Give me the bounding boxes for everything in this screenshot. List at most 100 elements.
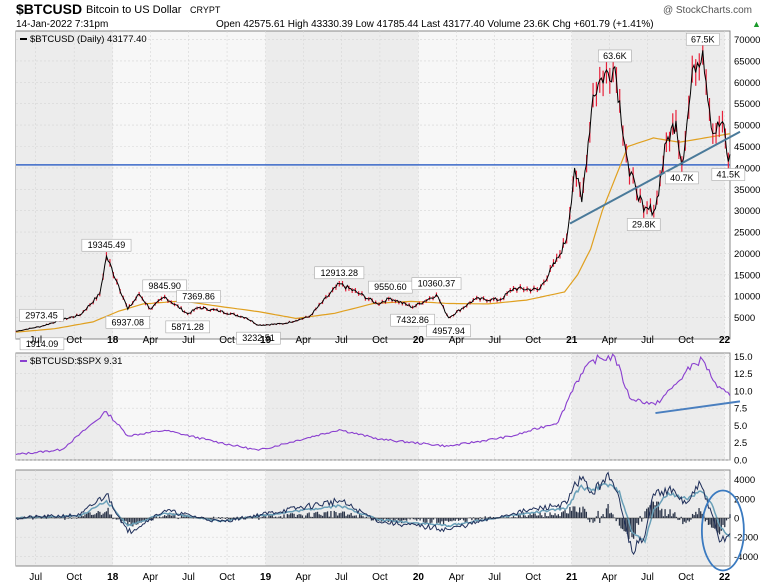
bottom-xtick: Oct: [678, 572, 694, 583]
ratio-panel-xtick: Apr: [602, 335, 618, 346]
bottom-xtick: Oct: [219, 572, 235, 583]
bottom-xtick: Jul: [29, 572, 42, 583]
annotation-box: [165, 320, 210, 334]
price-year-shade: [16, 31, 113, 339]
bottom-xtick: Oct: [66, 572, 82, 583]
bottom-xtick: Apr: [602, 572, 618, 583]
ratio-panel-xtick: 21: [566, 335, 578, 346]
annotation-box: [236, 331, 281, 345]
price-ytick-label: 50000: [734, 121, 760, 132]
bottom-xtick: 18: [107, 572, 119, 583]
bottom-xtick: 20: [413, 572, 425, 583]
price-ytick-label: 40000: [734, 163, 760, 174]
ratio-panel-xtick: Oct: [678, 335, 694, 346]
price-panel: 5000100001500020000250003000035000400004…: [15, 30, 760, 351]
annotation-label: 19345.49: [88, 240, 126, 250]
ratio-panel-xtick: Jul: [488, 335, 501, 346]
annotation-box: [411, 277, 462, 290]
price-ytick-label: 60000: [734, 78, 760, 89]
price-ytick-label: 35000: [734, 185, 760, 196]
symbol-name: Bitcoin to US Dollar: [86, 4, 182, 16]
price-trendline: [569, 130, 741, 225]
bottom-xtick: Jul: [182, 572, 195, 583]
ratio-panel-xtick: Apr: [295, 335, 311, 346]
price-year-shade: [571, 31, 725, 339]
annotation-box: [142, 279, 187, 293]
ratio-ytick-label: 7.5: [734, 404, 747, 415]
annotation-label: 6937.08: [112, 317, 145, 327]
annotation-label: 9845.90: [148, 281, 181, 291]
price-line: [15, 50, 731, 332]
ratio-panel-xtick: Apr: [449, 335, 465, 346]
price-ytick-label: 25000: [734, 228, 760, 239]
ratio-ytick-label: 5.0: [734, 421, 747, 432]
ratio-ytick-label: 10.0: [734, 386, 753, 397]
date-label: 14-Jan-2022 7:31pm: [16, 19, 108, 30]
annotation-box: [665, 171, 699, 185]
bottom-xtick: Oct: [525, 572, 541, 583]
annotation-box: [314, 266, 365, 280]
annotation-label: 67.5K: [691, 34, 715, 44]
ratio-panel-xtick: Oct: [219, 335, 235, 346]
price-ytick-label: 20000: [734, 249, 760, 260]
annotation-box: [390, 313, 435, 327]
bottom-xtick: Jul: [488, 572, 501, 583]
bottom-xtick: Apr: [449, 572, 465, 583]
ratio-line: [15, 353, 731, 456]
moving-average-line: [15, 133, 731, 333]
annotation-label: 4957.94: [432, 326, 465, 336]
price-ytick-label: 10000: [734, 292, 760, 303]
ratio-panel-xtick: Jul: [335, 335, 348, 346]
ratio-panel-xtick: 22: [719, 335, 731, 346]
macd-ytick-label: 0: [734, 514, 739, 525]
macd-panel: -4000 -2000 0 2000 4000: [15, 469, 758, 572]
annotation-label: 29.8K: [632, 220, 656, 230]
bottom-xtick: Jul: [335, 572, 348, 583]
annotation-box: [626, 218, 661, 231]
ratio-panel-xtick: Jul: [641, 335, 654, 346]
ratio-ytick-label: 0.0: [734, 456, 747, 467]
price-legend: $BTCUSD (Daily) 43177.40: [30, 34, 147, 45]
copyright: @ StockCharts.com: [663, 5, 752, 16]
bottom-xtick: 19: [260, 572, 272, 583]
price-ytick-label: 5000: [734, 313, 755, 324]
ohlc-readout: Open 42575.61 High 43330.39 Low 41785.44…: [216, 19, 654, 30]
ratio-ytick-label: 15.0: [734, 352, 753, 363]
ratio-ytick-label: 2.5: [734, 438, 747, 449]
bottom-xtick: Jul: [641, 572, 654, 583]
price-ytick-label: 55000: [734, 99, 760, 110]
annotation-label: 12913.28: [321, 268, 359, 278]
annotation-label: 41.5K: [717, 169, 741, 179]
ratio-panel-xtick: 18: [107, 335, 119, 346]
exchange-label: CRYPT: [190, 5, 221, 15]
annotation-box: [711, 168, 746, 181]
ratio-trendline: [655, 400, 741, 415]
ratio-panel-xtick: 20: [413, 335, 425, 346]
annotation-label: 7369.86: [182, 291, 215, 301]
macd-ytick-label: -4000: [734, 552, 758, 563]
macd-ytick-label: 4000: [734, 475, 755, 486]
price-ytick-label: 15000: [734, 270, 760, 281]
annotation-box: [105, 316, 151, 329]
annotation-box: [176, 290, 221, 303]
annotation-label: 40.7K: [670, 173, 694, 183]
bottom-xtick: Apr: [143, 572, 159, 583]
symbol-title: $BTCUSD: [16, 1, 82, 17]
annotation-box: [19, 308, 64, 322]
ratio-panel-xtick: Jul: [182, 335, 195, 346]
highlight-circle: [700, 489, 745, 572]
ratio-legend: $BTCUSD:$SPX 9.31: [30, 356, 122, 367]
ratio-panel-xtick: Oct: [66, 335, 82, 346]
annotation-box: [685, 32, 720, 46]
annotation-label: 7432.86: [396, 315, 429, 325]
ratio-panel-xtick: Apr: [143, 335, 159, 346]
annotation-box: [426, 324, 471, 338]
macd-signal-line: [15, 483, 731, 544]
price-ytick-label: 70000: [734, 35, 760, 46]
trend-arrow-icon: ▲: [752, 19, 761, 29]
annotation-label: 1914.09: [26, 339, 59, 349]
bottom-xtick: 21: [566, 572, 578, 583]
annotation-box: [81, 238, 132, 252]
annotation-label: 2973.45: [25, 310, 58, 320]
